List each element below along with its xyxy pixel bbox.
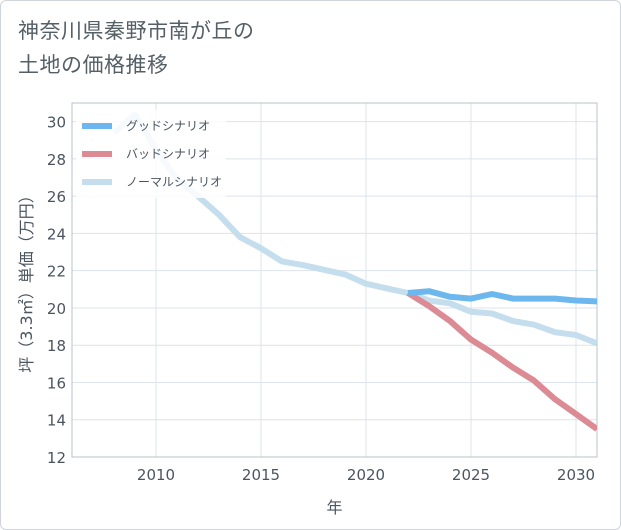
y-tick-label: 28 [47, 151, 66, 169]
series-line-0 [407, 288, 597, 305]
y-tick-label: 30 [47, 114, 66, 132]
y-tick-label: 24 [47, 225, 66, 243]
y-tick-label: 16 [47, 374, 66, 392]
x-tick-label: 2020 [347, 466, 385, 484]
chart-title-line-2: 土地の価格推移 [18, 53, 169, 77]
x-tick-label: 2015 [242, 466, 280, 484]
x-tick-label: 2025 [452, 466, 490, 484]
chart-title-line-1: 神奈川県秦野市南が丘の [18, 19, 255, 43]
x-tick-label: 2030 [557, 466, 595, 484]
plot-area-border [71, 102, 598, 458]
y-axis-label: 坪（3.3㎡）単価（万円） [17, 187, 36, 372]
chart-title: 神奈川県秦野市南が丘の 土地の価格推移 [18, 14, 438, 82]
axis-ticks: 12 14 16 18 20 22 24 26 28 30 2010 2015 2020 2025 2030 [47, 114, 595, 484]
legend-label-0: グッドシナリオ [126, 119, 210, 133]
series-line-1 [406, 290, 597, 432]
legend-label-1: バッドシナリオ [126, 147, 210, 161]
legend-label-2: ノーマルシナリオ [126, 175, 222, 189]
y-tick-label: 14 [47, 412, 66, 430]
y-tick-label: 20 [47, 300, 66, 318]
y-tick-label: 12 [47, 449, 66, 467]
x-tick-label: 2010 [137, 466, 175, 484]
y-tick-label: 22 [47, 263, 66, 281]
x-axis-label: 年 [326, 498, 342, 517]
y-tick-label: 18 [47, 337, 66, 355]
y-tick-label: 26 [47, 188, 66, 206]
